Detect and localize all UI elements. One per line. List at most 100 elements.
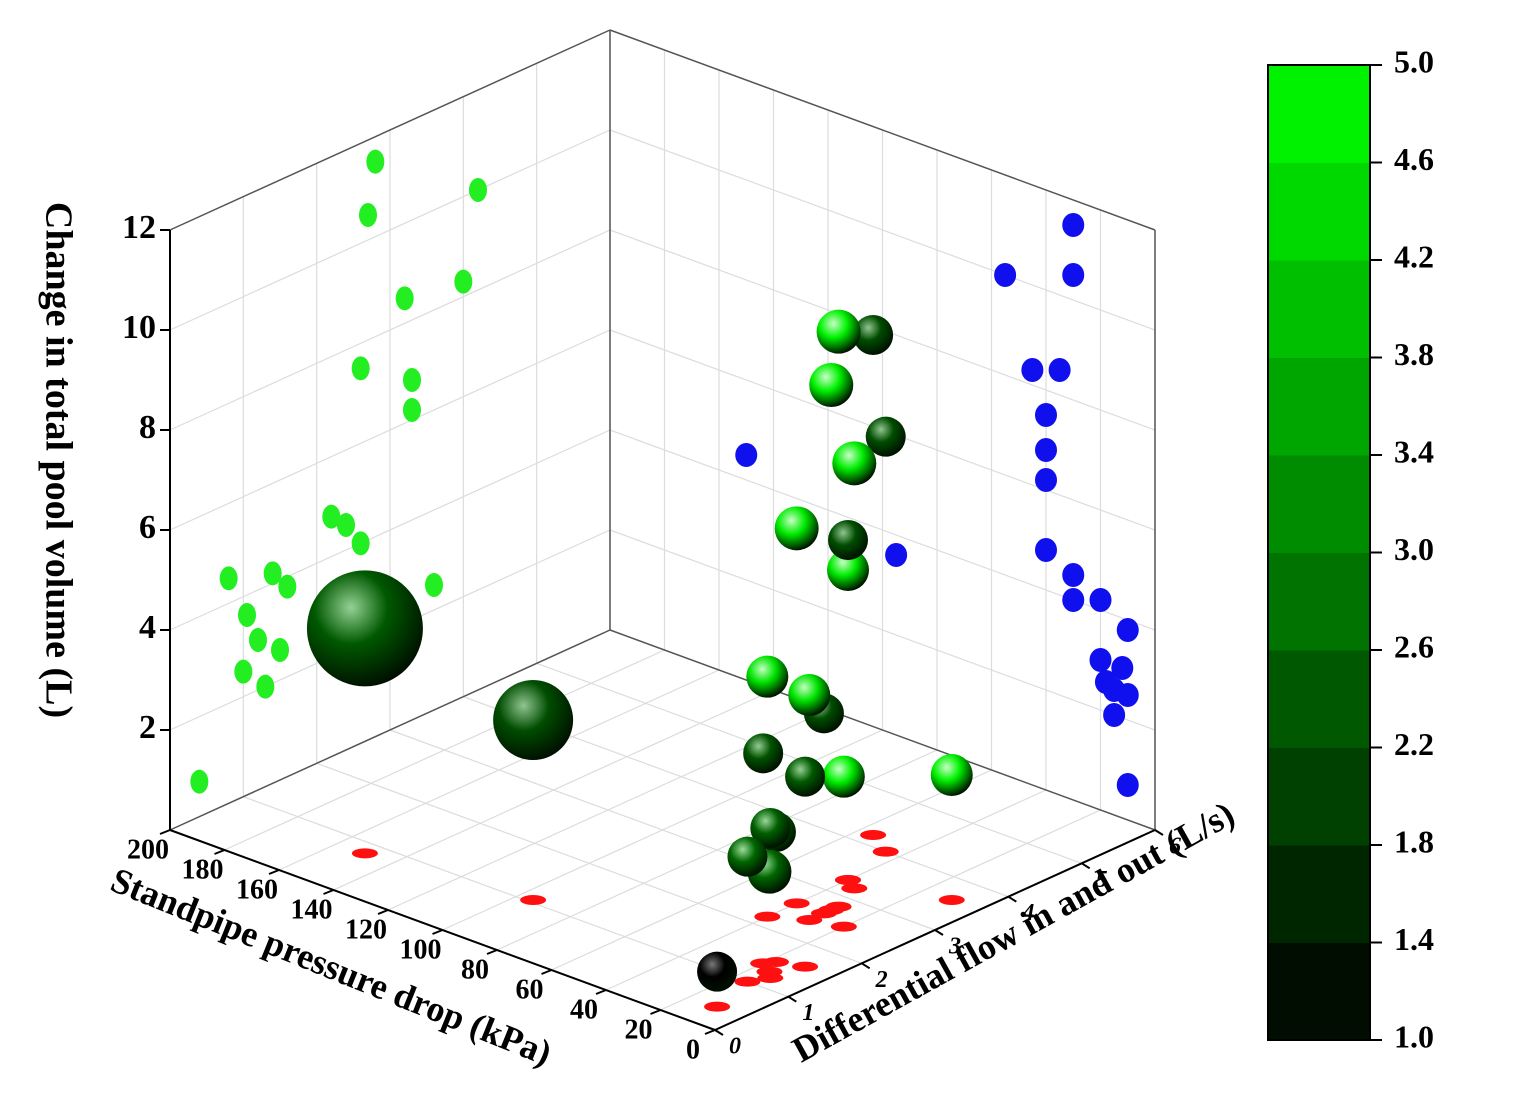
left-wall-projection [454,269,473,294]
floor-grid-line [243,796,789,998]
right-wall-projection [1089,648,1112,672]
x-tick-label: 0 [686,1034,700,1065]
x-tick-label: 120 [345,914,387,945]
box-edge [169,29,611,231]
x-tick-label: 20 [625,1014,653,1045]
left-wall-projection [337,513,355,537]
box-edge [609,629,1156,831]
colorbar-band [1267,64,1371,163]
x-tick-label: 40 [570,994,598,1025]
colorbar-tick-label: 4.6 [1394,141,1434,177]
x-tick [650,1009,661,1015]
left-wall-projection [263,561,282,586]
y-tick-label: 6 [1169,834,1181,860]
right-wall-projection [994,263,1017,287]
x-tick [377,909,389,915]
y-tick [861,962,871,970]
right-wall-projection [1062,563,1085,587]
z-axis-title: Change in total pool volume (L) [37,202,79,718]
right-wall-projection [885,543,908,567]
z-tick-label: 10 [122,309,156,346]
right-wall-projection [1062,213,1085,237]
left-wall-projection [256,674,275,699]
x-tick-label: 80 [461,954,489,985]
right-wall-projection [1116,618,1139,642]
sphere [746,655,789,698]
floor-grid-line [389,729,936,931]
left-wall-projection [469,178,487,202]
x-tick [704,1029,716,1035]
left-wall-projection [322,504,341,529]
sphere [727,836,768,877]
colorbar-tick-label: 3.0 [1394,531,1434,567]
floor-projection [750,958,777,969]
wall-grid-line [169,329,611,531]
x-tick-label: 100 [400,934,442,965]
colorbar-band [1267,552,1371,651]
x-tick [432,929,443,935]
x-tick [595,989,607,995]
sphere [785,756,826,797]
colorbar-tick-label: 5.0 [1394,43,1434,79]
x-tick [323,889,334,895]
x-tick [214,849,225,855]
floor-projection [734,976,761,987]
x-tick-label: 200 [127,834,169,865]
y-tick-label: 4 [1021,900,1034,926]
colorbar-band [1267,357,1371,456]
y-tick [1154,829,1164,836]
y-tick [714,1029,724,1036]
y-tick-label: 0 [729,1034,741,1060]
x-tick [159,829,171,835]
y-tick-label: 5 [1096,867,1108,893]
y-tick [1007,895,1017,903]
z-tick-label: 4 [139,609,156,646]
colorbar-band [1267,844,1371,943]
right-wall-projection [1116,683,1139,707]
colorbar-tick-label: 1.4 [1394,921,1434,957]
floor-projection [938,895,965,905]
colorbar-band [1267,649,1371,748]
left-wall-projection [351,356,370,381]
floor-projection [704,1001,731,1012]
x-tick [268,869,280,875]
y-tick-label: 1 [802,1000,814,1026]
colorbar-tick-label: 3.8 [1394,336,1434,372]
floor-projection [872,846,899,857]
sphere [828,520,868,560]
colorbar-band [1267,747,1371,846]
left-wall-projection [271,638,289,662]
floor-projection [796,915,823,925]
floor-projection [754,911,781,922]
sphere [822,755,865,798]
floor-projection [830,921,857,932]
colorbar-band [1267,454,1371,553]
sphere [750,808,791,848]
colorbar-tick-label: 4.2 [1394,238,1434,274]
left-wall-projection [359,203,377,227]
right-wall-projection [1035,438,1057,462]
colorbar-band [1267,942,1371,1041]
left-wall-projection [351,531,370,556]
right-wall-projection [1116,773,1139,797]
left-wall-projection [403,368,421,392]
sphere [865,416,906,457]
right-wall-projection [1094,670,1117,694]
sphere [306,570,423,687]
right-wall-projection [1062,263,1085,287]
sphere [774,506,819,551]
left-wall-projection [190,769,209,794]
x-tick [541,969,552,975]
y-tick [1081,862,1091,870]
sphere [743,733,784,774]
left-wall-projection [395,286,414,311]
left-wall-projection [234,659,253,684]
right-wall-projection [1035,403,1057,427]
wall-grid-line [609,529,1156,731]
x-tick-label: 180 [182,854,224,885]
floor-projection [835,875,861,885]
floor-projection [792,961,819,972]
floor-grid-line [316,762,862,964]
floor-projection [860,830,887,840]
floor-projection [757,973,784,983]
